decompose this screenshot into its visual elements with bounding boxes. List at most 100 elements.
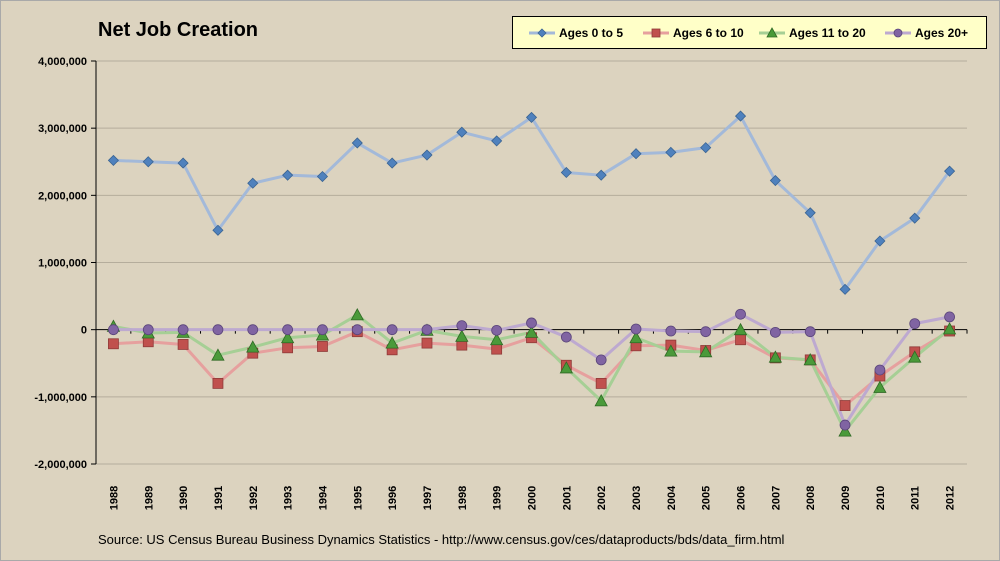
data-point bbox=[700, 142, 712, 154]
data-point bbox=[874, 235, 886, 247]
data-point bbox=[177, 157, 189, 169]
data-point bbox=[629, 330, 643, 344]
data-point bbox=[316, 170, 329, 183]
data-point bbox=[734, 110, 747, 122]
data-point bbox=[944, 165, 956, 177]
data-point bbox=[351, 137, 363, 149]
data-point bbox=[560, 166, 572, 179]
data-point bbox=[282, 324, 294, 336]
data-point bbox=[282, 169, 294, 181]
data-point bbox=[942, 322, 957, 335]
data-point bbox=[700, 326, 712, 338]
data-point bbox=[421, 149, 433, 161]
data-point bbox=[944, 311, 955, 323]
data-point bbox=[108, 324, 119, 336]
legend: Ages 0 to 5 Ages 6 to 10 Ages 11 to 20 Ages… bbox=[512, 16, 987, 49]
x-tick-label: 1990 bbox=[178, 486, 190, 510]
data-point bbox=[456, 320, 468, 332]
x-tick-label: 2001 bbox=[561, 486, 573, 510]
data-point bbox=[664, 344, 678, 357]
data-point bbox=[595, 354, 607, 366]
data-point bbox=[211, 348, 225, 361]
x-tick-label: 2004 bbox=[666, 485, 678, 510]
legend-item: Ages 0 to 5 bbox=[529, 17, 623, 48]
x-tick-label: 2010 bbox=[875, 486, 887, 510]
data-point bbox=[142, 156, 154, 168]
data-point bbox=[908, 350, 922, 363]
data-point bbox=[595, 377, 607, 389]
data-point bbox=[735, 334, 746, 346]
data-point bbox=[839, 400, 851, 411]
data-point bbox=[142, 324, 154, 336]
data-point bbox=[766, 26, 778, 37]
data-point bbox=[804, 207, 816, 219]
data-point bbox=[630, 148, 642, 160]
legend-label: Ages 0 to 5 bbox=[559, 25, 624, 40]
data-point bbox=[839, 283, 851, 295]
y-tick-label: 1,000,000 bbox=[38, 258, 87, 270]
x-tick-label: 1996 bbox=[387, 486, 399, 510]
x-tick-label: 1999 bbox=[492, 486, 504, 510]
data-point bbox=[893, 28, 903, 37]
data-point bbox=[491, 343, 503, 355]
data-point bbox=[537, 27, 547, 38]
data-point bbox=[421, 337, 433, 349]
data-point bbox=[665, 325, 677, 337]
data-point bbox=[769, 326, 781, 338]
x-tick-label: 2012 bbox=[945, 486, 957, 510]
data-point bbox=[107, 154, 119, 166]
x-tick-label: 2006 bbox=[736, 486, 748, 510]
series-markers bbox=[107, 110, 956, 295]
x-tick-label: 2003 bbox=[631, 486, 643, 510]
data-point bbox=[317, 341, 328, 352]
x-tick-label: 2009 bbox=[840, 486, 852, 510]
data-point bbox=[421, 324, 433, 336]
legend-swatch bbox=[643, 28, 669, 37]
data-point bbox=[560, 331, 572, 343]
data-point bbox=[768, 350, 783, 363]
legend-label: Ages 11 to 20 bbox=[789, 25, 866, 40]
x-tick-label: 2008 bbox=[805, 486, 817, 510]
x-tick-label: 1993 bbox=[283, 486, 295, 510]
data-point bbox=[456, 126, 468, 138]
legend-item: Ages 20+ bbox=[885, 17, 968, 48]
data-point bbox=[909, 212, 921, 224]
legend-swatch bbox=[885, 28, 911, 37]
data-point bbox=[594, 394, 608, 407]
source-note: Source: US Census Bureau Business Dynami… bbox=[98, 532, 785, 547]
x-tick-label: 2000 bbox=[527, 486, 539, 510]
legend-label: Ages 20+ bbox=[915, 25, 969, 40]
x-tick-label: 1991 bbox=[213, 486, 225, 510]
data-point bbox=[177, 324, 189, 336]
data-point bbox=[455, 329, 469, 342]
data-point bbox=[526, 317, 537, 329]
x-tick-label: 2007 bbox=[770, 486, 782, 510]
data-point bbox=[839, 419, 851, 431]
data-point bbox=[651, 28, 661, 37]
data-point bbox=[386, 157, 398, 169]
data-point bbox=[525, 111, 538, 123]
data-point bbox=[247, 324, 259, 336]
data-point bbox=[699, 344, 713, 358]
data-point bbox=[665, 146, 677, 158]
data-point bbox=[247, 177, 259, 189]
x-tick-label: 1989 bbox=[143, 486, 155, 510]
data-point bbox=[212, 324, 224, 336]
legend-item: Ages 11 to 20 bbox=[759, 17, 866, 48]
data-point bbox=[769, 174, 781, 187]
x-tick-label: 1998 bbox=[457, 486, 469, 510]
y-tick-label: 4,000,000 bbox=[38, 56, 87, 68]
data-point bbox=[177, 339, 189, 350]
data-point bbox=[491, 324, 503, 336]
data-point bbox=[909, 318, 921, 330]
x-tick-label: 2011 bbox=[910, 486, 922, 510]
data-point bbox=[803, 353, 817, 366]
y-tick-label: 2,000,000 bbox=[38, 190, 87, 202]
x-tick-label: 2005 bbox=[701, 486, 713, 510]
data-point bbox=[489, 332, 504, 346]
data-point bbox=[386, 324, 398, 336]
legend-swatch bbox=[759, 26, 785, 37]
data-point bbox=[212, 377, 224, 389]
data-point bbox=[735, 308, 746, 320]
